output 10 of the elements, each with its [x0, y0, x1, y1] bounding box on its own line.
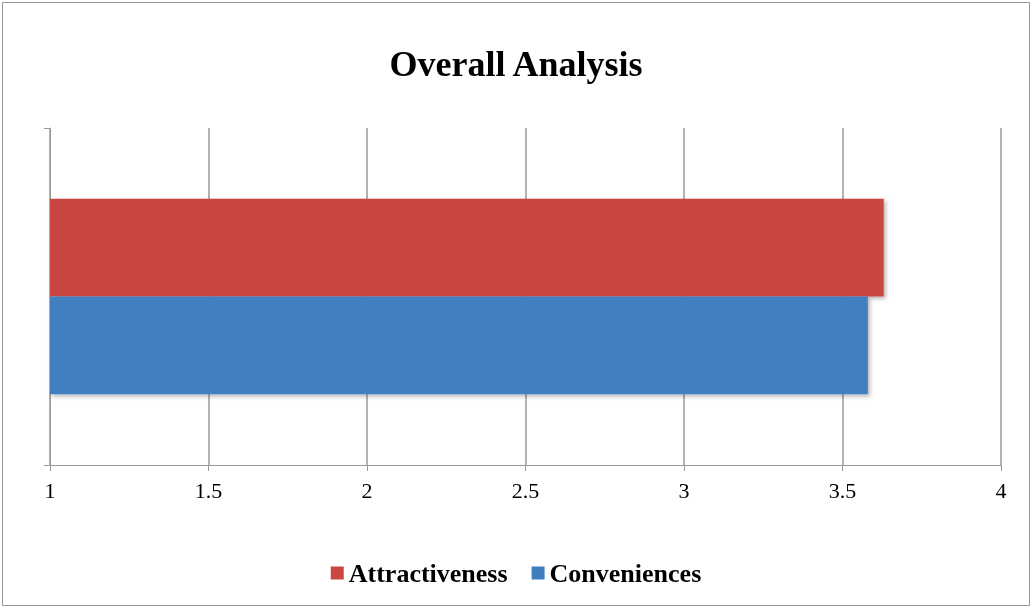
- x-tick-label: 1.5: [194, 477, 223, 503]
- x-tick-label: 2.5: [511, 477, 540, 503]
- x-tick-label: 3.5: [828, 477, 857, 503]
- legend-label: Attractiveness: [348, 558, 508, 588]
- x-tick-label: 1: [44, 477, 56, 503]
- x-tick-label: 3: [678, 477, 690, 503]
- x-tick-label: 2: [361, 477, 373, 503]
- x-tick-label: 4: [995, 477, 1007, 503]
- chart-title: Overall Analysis: [389, 44, 643, 84]
- legend-label: Conveniences: [549, 558, 702, 588]
